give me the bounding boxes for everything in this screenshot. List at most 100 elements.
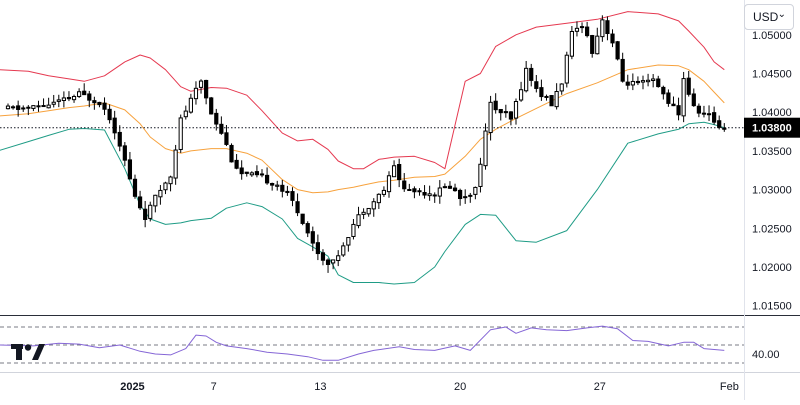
- candle: [249, 171, 254, 177]
- candle: [361, 208, 366, 220]
- candle-body-up: [569, 31, 574, 57]
- last-price-badge: [744, 117, 800, 138]
- candle-body-up: [168, 176, 173, 185]
- candle: [102, 97, 107, 116]
- currency-selector-value: USD: [753, 10, 779, 24]
- candle-body-down: [432, 194, 437, 197]
- candle: [244, 171, 249, 177]
- candle-body-down: [447, 185, 453, 189]
- rsi-tick-label: 40.00: [752, 349, 780, 361]
- candle-body-up: [21, 107, 26, 110]
- candle-body-down: [407, 188, 412, 191]
- candle: [148, 201, 153, 222]
- candle: [229, 143, 234, 163]
- candle: [447, 181, 453, 189]
- candle-body-down: [244, 171, 249, 174]
- candle-body-down: [254, 171, 260, 176]
- candle: [513, 98, 519, 125]
- candle: [686, 70, 691, 97]
- candle: [178, 114, 183, 153]
- candle: [432, 192, 437, 203]
- candle-body-up: [478, 163, 483, 187]
- candle: [31, 105, 36, 112]
- candle: [295, 193, 300, 217]
- candle: [219, 116, 224, 135]
- candle: [168, 175, 173, 192]
- candle: [336, 250, 341, 267]
- candle: [671, 96, 676, 107]
- candle-body-down: [661, 86, 666, 95]
- candle: [183, 105, 188, 120]
- candle: [468, 192, 473, 203]
- candle-body-down: [290, 191, 295, 201]
- candle-body-up: [173, 149, 178, 179]
- candle-body-up: [376, 193, 381, 204]
- candle-body-up: [77, 91, 82, 97]
- candle-body-up: [645, 79, 651, 83]
- currency-selector[interactable]: USD ⌄: [744, 4, 794, 30]
- candle: [722, 123, 727, 132]
- candle-body-up: [178, 117, 183, 150]
- candle-body-down: [712, 112, 717, 123]
- candle: [51, 94, 56, 108]
- candle-body-up: [158, 189, 163, 198]
- candle: [356, 206, 361, 229]
- candle: [137, 190, 143, 210]
- candle: [315, 234, 320, 261]
- candle-body-up: [579, 26, 585, 29]
- candle-body-up: [564, 54, 569, 84]
- candle-body-down: [127, 159, 133, 180]
- price-tick-label: 1.03000: [752, 185, 792, 197]
- candle-body-down: [315, 242, 320, 255]
- candle-body-up: [346, 237, 351, 246]
- candle-body-down: [605, 20, 610, 35]
- candle-body-down: [529, 67, 534, 81]
- candle-body-down: [676, 105, 681, 116]
- candle-body-up: [600, 19, 605, 38]
- candle: [132, 174, 138, 199]
- candle: [615, 40, 620, 61]
- candle-body-down: [534, 81, 539, 89]
- candle-body-down: [209, 97, 214, 115]
- candle-body-up: [51, 101, 56, 105]
- candle: [224, 125, 229, 147]
- candle-body-up: [483, 130, 488, 167]
- candle-body-up: [442, 186, 447, 189]
- time-tick-label: Feb: [720, 381, 739, 393]
- candle: [381, 186, 387, 197]
- candle: [427, 185, 432, 201]
- candle-body-down: [691, 93, 696, 107]
- candle: [706, 105, 712, 122]
- candle: [564, 51, 569, 88]
- candle-body-up: [336, 255, 341, 262]
- candle-body-down: [397, 164, 402, 181]
- candle: [676, 97, 681, 121]
- candle: [122, 142, 127, 167]
- candle-body-up: [544, 95, 549, 98]
- candle: [158, 185, 163, 205]
- candle: [397, 158, 402, 188]
- candle-body-down: [82, 90, 87, 96]
- candle: [508, 111, 514, 126]
- candle: [452, 183, 458, 192]
- candle-body-up: [386, 175, 392, 193]
- candle: [717, 115, 722, 130]
- candle-body-up: [366, 207, 371, 215]
- candle-body-up: [249, 172, 254, 176]
- candle: [285, 185, 290, 196]
- candle: [188, 93, 193, 114]
- candle: [605, 16, 610, 41]
- candle-body-down: [112, 117, 117, 134]
- candle: [478, 157, 483, 193]
- candle-body-up: [701, 112, 707, 115]
- candle: [539, 79, 544, 101]
- candle-body-up: [595, 35, 600, 55]
- candle: [193, 81, 199, 105]
- candle-body-down: [234, 159, 239, 169]
- candle-body-down: [539, 87, 544, 98]
- candle: [112, 110, 117, 140]
- bollinger-upper-line: [0, 11, 725, 170]
- candle: [341, 242, 346, 257]
